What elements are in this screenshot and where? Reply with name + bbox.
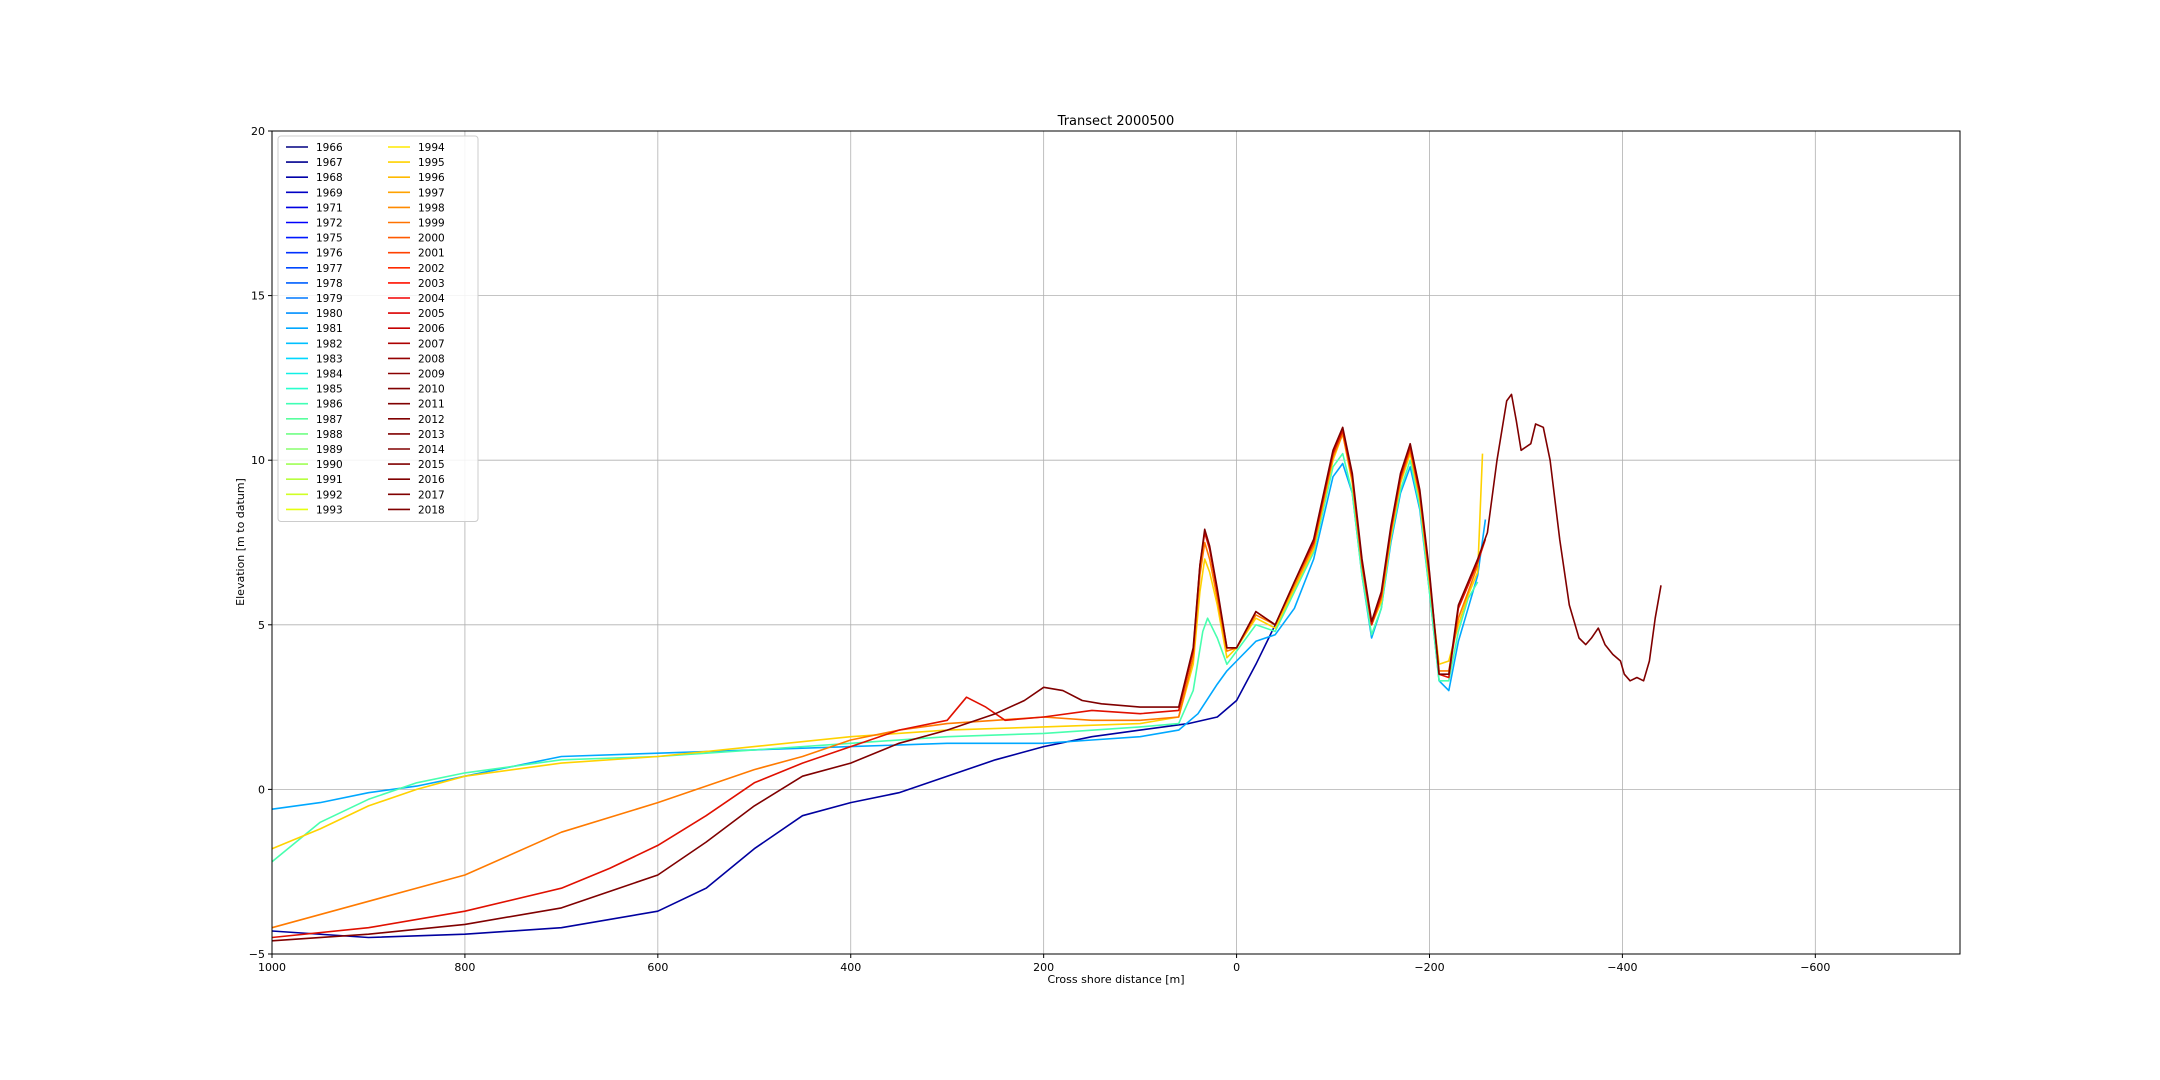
legend-label: 2008	[418, 353, 445, 365]
x-tick-label: 0	[1233, 961, 1240, 974]
x-tick-label: 200	[1033, 961, 1054, 974]
legend-label: 1966	[316, 142, 343, 154]
legend-label: 2003	[418, 278, 445, 290]
x-tick-label: 1000	[258, 961, 286, 974]
x-tick-label: 600	[647, 961, 668, 974]
legend-label: 1987	[316, 414, 343, 426]
legend-label: 2010	[418, 384, 445, 396]
legend-label: 1968	[316, 172, 343, 184]
legend-label: 1995	[418, 157, 445, 169]
legend-label: 1991	[316, 474, 343, 486]
y-tick-label: 20	[251, 125, 265, 138]
legend-label: 1997	[418, 187, 445, 199]
legend-label: 2015	[418, 459, 445, 471]
legend-label: 1998	[418, 202, 445, 214]
legend-label: 1994	[418, 142, 445, 154]
y-tick-label: 15	[251, 290, 265, 303]
legend-label: 1978	[316, 278, 343, 290]
legend-label: 2016	[418, 474, 445, 486]
legend-box	[277, 135, 479, 522]
legend-label: 2017	[418, 489, 445, 501]
plot-frame	[271, 130, 1961, 955]
legend-label: 2009	[418, 369, 445, 381]
x-axis-label: Cross shore distance [m]	[1047, 973, 1184, 986]
legend-label: 1985	[316, 384, 343, 396]
legend-label: 1983	[316, 353, 343, 365]
legend-label: 1993	[316, 504, 343, 516]
legend-label: 2013	[418, 429, 445, 441]
legend-label: 2014	[418, 444, 445, 456]
legend-label: 2006	[418, 323, 445, 335]
y-tick-label: −5	[249, 948, 265, 961]
legend-label: 1990	[316, 459, 343, 471]
x-tick-label: −400	[1607, 961, 1637, 974]
legend-label: 2000	[418, 233, 445, 245]
legend-label: 1986	[316, 399, 343, 411]
legend-label: 1976	[316, 248, 343, 260]
chart-title: Transect 2000500	[1057, 114, 1175, 129]
legend-label: 1969	[316, 187, 343, 199]
series-lines	[271, 393, 1662, 942]
plot-background	[272, 131, 1960, 954]
legend-label: 2011	[418, 399, 445, 411]
legend-label: 1988	[316, 429, 343, 441]
y-tick-label: 0	[258, 783, 265, 796]
legend-label: 2002	[418, 263, 445, 275]
legend-label: 2004	[418, 293, 445, 305]
legend-label: 1984	[316, 369, 343, 381]
legend-label: 1972	[316, 218, 343, 230]
legend-label: 2005	[418, 308, 445, 320]
legend-label: 1999	[418, 218, 445, 230]
legend-label: 1996	[418, 172, 445, 184]
legend-label: 1981	[316, 323, 343, 335]
y-tick-label: 10	[251, 454, 265, 467]
y-tick-label: 5	[258, 619, 265, 632]
legend-label: 2001	[418, 248, 445, 260]
legend-label: 1975	[316, 233, 343, 245]
legend: 1966 1967 1968 1969 1971 1972 1975 1976 1977 1978…	[277, 135, 479, 522]
legend-label: 1977	[316, 263, 343, 275]
legend-label: 1982	[316, 338, 343, 350]
legend-label: 2012	[418, 414, 445, 426]
legend-label: 1967	[316, 157, 343, 169]
x-tick-label: 800	[454, 961, 475, 974]
x-tick-label: 400	[840, 961, 861, 974]
legend-label: 1980	[316, 308, 343, 320]
legend-label: 2018	[418, 504, 445, 516]
legend-label: 2007	[418, 338, 445, 350]
x-tick-label: −200	[1414, 961, 1444, 974]
y-axis-label: Elevation [m to datum]	[234, 478, 247, 606]
legend-label: 1971	[316, 202, 343, 214]
legend-label: 1992	[316, 489, 343, 501]
series-line	[271, 624, 1276, 939]
legend-label: 1979	[316, 293, 343, 305]
series-line	[271, 452, 1479, 863]
x-tick-label: −600	[1800, 961, 1830, 974]
legend-label: 1989	[316, 444, 343, 456]
series-line	[271, 393, 1662, 942]
